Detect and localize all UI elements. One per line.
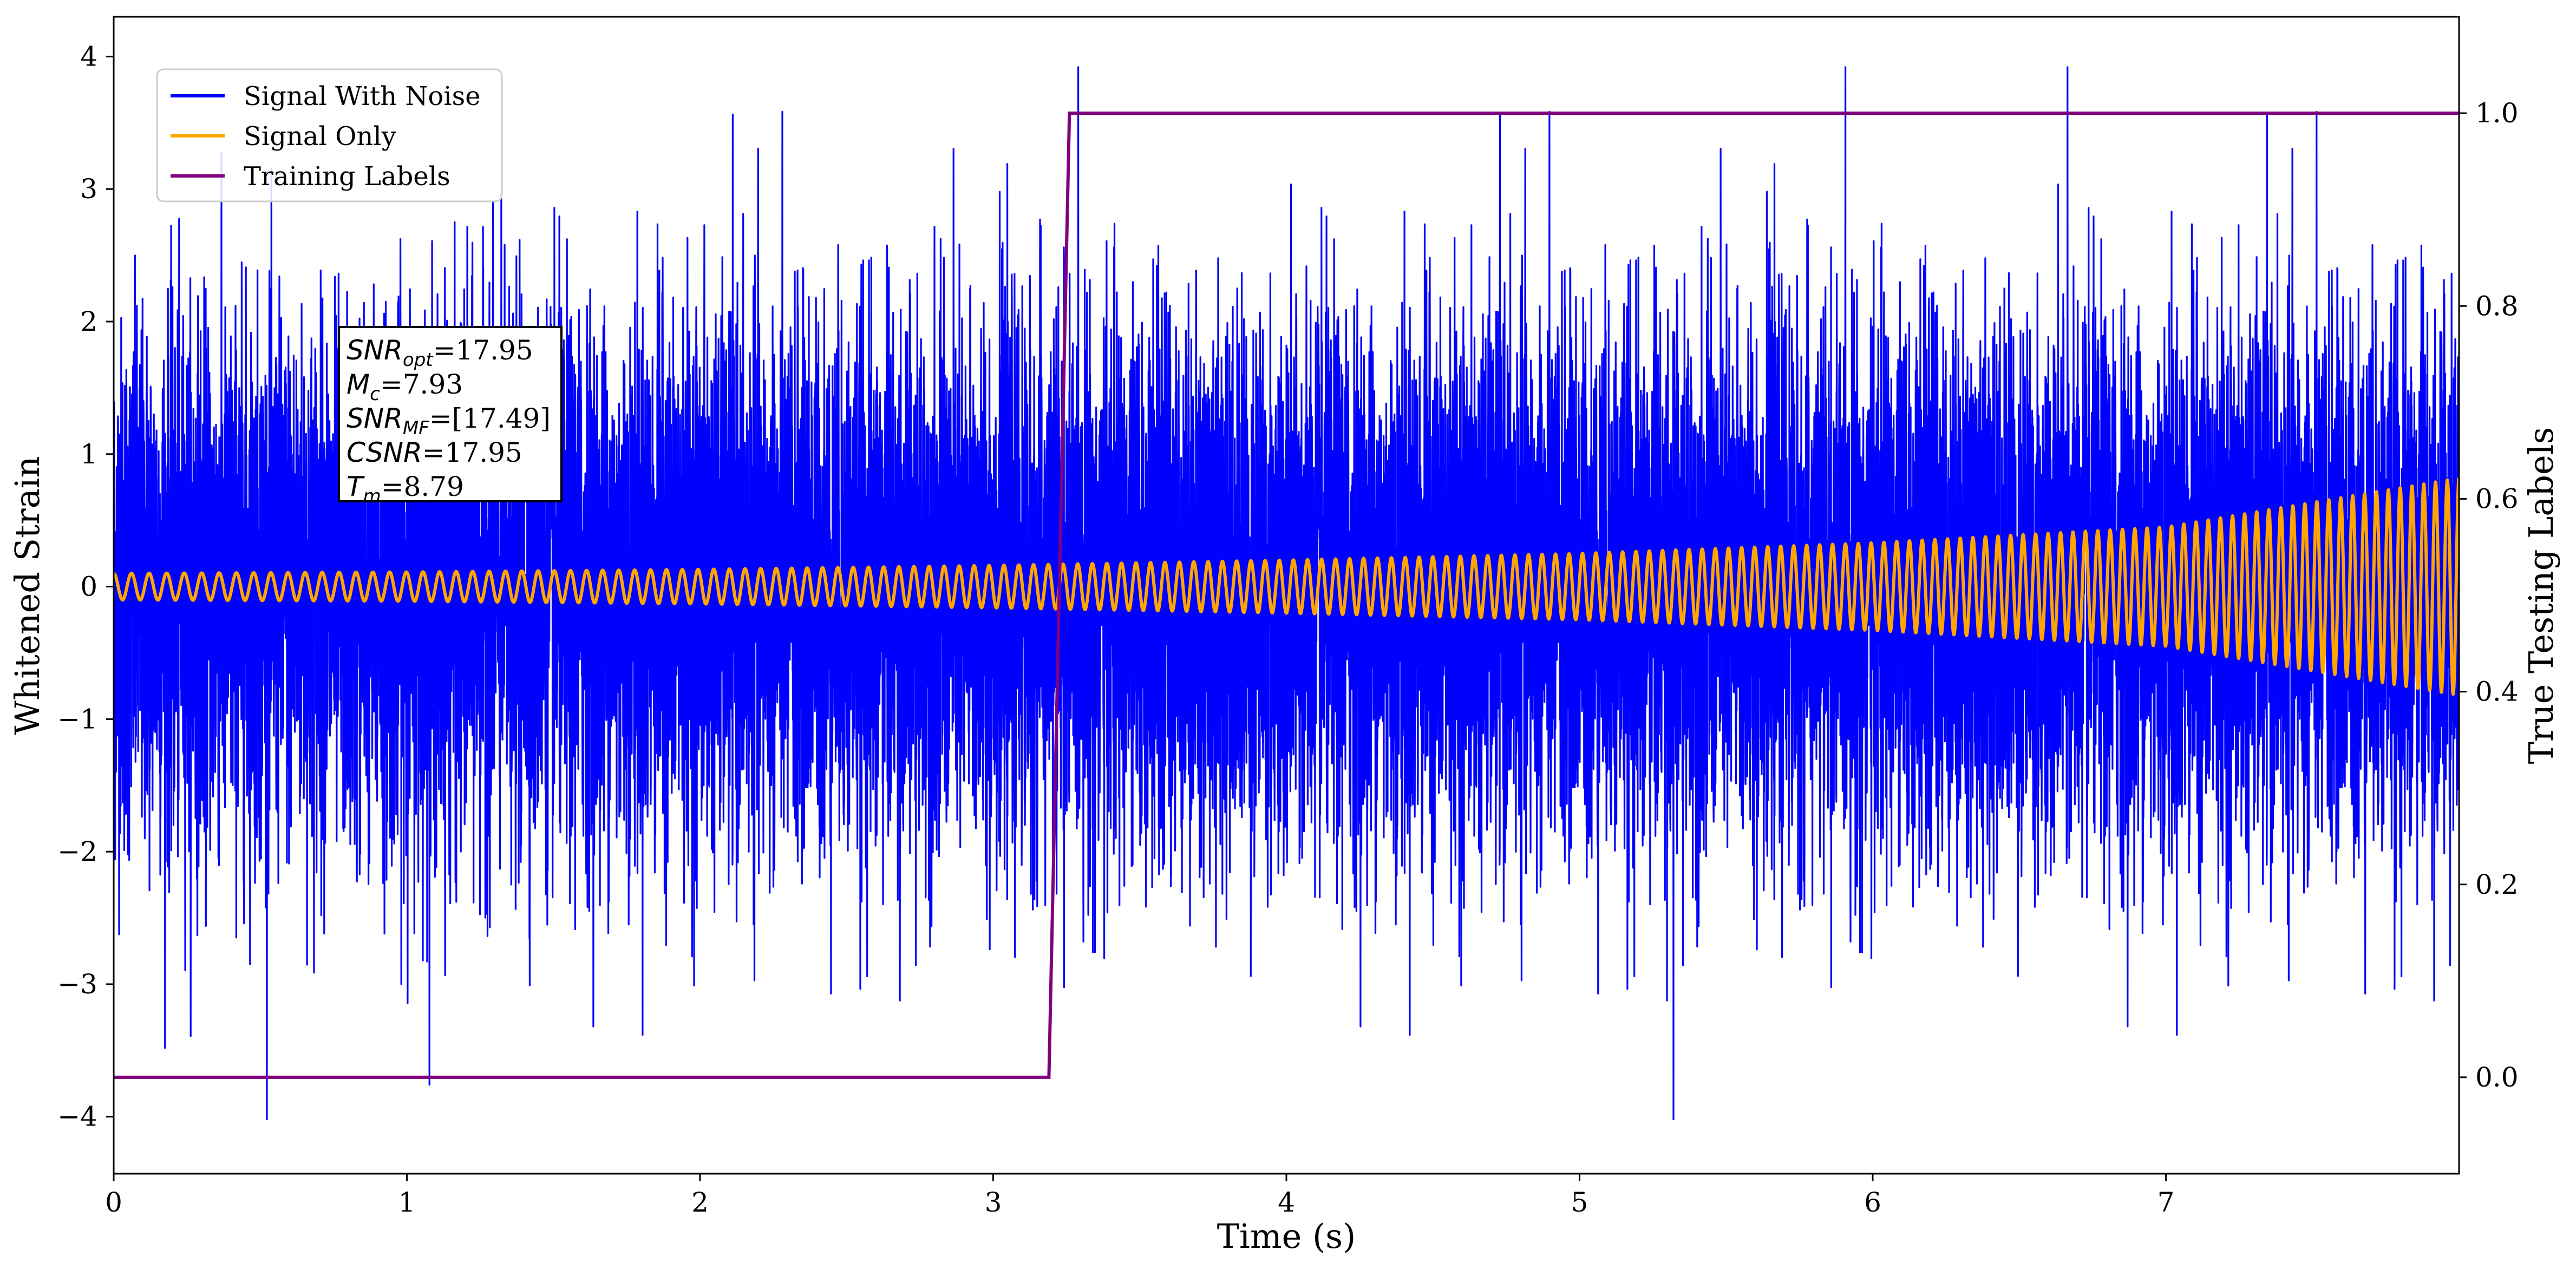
snr-annotation-box: SNRopt=17.95Mc=7.93SNRMF=[17.49]CSNR=17.… xyxy=(338,326,563,507)
axes-layer: 0 1 2 3 4 5 6 7 −4 −3 −2 −1 0 1 2 3 4 0.0 0.2 0.4 0.6 0.8 1.0 xyxy=(57,41,2518,1218)
annotation-line: Tm=8.79 xyxy=(346,471,464,507)
series-line-training-labels xyxy=(114,112,2459,1079)
y2-tick-label: 1.0 xyxy=(2475,97,2519,129)
legend-label-signal-only: Signal Only xyxy=(244,121,396,152)
x-tick-label: 6 xyxy=(1864,1187,1881,1218)
x-axis-label: Time (s) xyxy=(1217,1216,1356,1256)
legend: Signal With Noise Signal Only Training L… xyxy=(156,68,503,202)
x-tick-label: 7 xyxy=(2157,1187,2175,1218)
y2-tick-label: 0.0 xyxy=(2475,1062,2519,1093)
x-tick-label: 1 xyxy=(398,1187,416,1218)
y2-tick-label: 0.4 xyxy=(2475,676,2519,708)
y-tick-label: −3 xyxy=(57,969,97,1000)
legend-box xyxy=(156,68,503,202)
y-tick-label: −4 xyxy=(57,1101,97,1133)
annotation-line: SNRMF=[17.49] xyxy=(346,403,551,439)
y-tick-label: 4 xyxy=(80,41,97,72)
annotation-line: CSNR=17.95 xyxy=(346,437,522,468)
y-tick-label: 2 xyxy=(80,306,97,337)
y-tick-label: 0 xyxy=(80,571,97,603)
y2-tick-label: 0.6 xyxy=(2475,483,2519,514)
x-tick-label: 5 xyxy=(1571,1187,1588,1218)
y2-tick-label: 0.2 xyxy=(2475,869,2519,900)
x-tick-label: 3 xyxy=(985,1187,1002,1218)
annotation-line: Mc=7.93 xyxy=(346,369,463,405)
y-axis-label: Whitened Strain xyxy=(8,456,47,735)
annotation-line: SNRopt=17.95 xyxy=(346,335,533,371)
y-tick-label: 3 xyxy=(80,173,97,205)
annotation-frame xyxy=(338,326,563,502)
label-series-layer xyxy=(114,112,2459,1079)
signal-series-layer xyxy=(114,477,2459,696)
y-tick-label: −2 xyxy=(57,836,97,867)
y2-tick-label: 0.8 xyxy=(2475,290,2519,322)
legend-label-signal-with-noise: Signal With Noise xyxy=(244,81,481,112)
x-tick-label: 4 xyxy=(1278,1187,1295,1218)
legend-label-training-labels: Training Labels xyxy=(244,161,450,192)
series-line-signal-only xyxy=(114,477,2459,696)
y2-axis-label: True Testing Labels xyxy=(2521,427,2561,764)
x-tick-label: 2 xyxy=(691,1187,709,1218)
x-tick-label: 0 xyxy=(105,1187,122,1218)
y-tick-label: −1 xyxy=(57,703,97,735)
y-tick-label: 1 xyxy=(80,439,97,470)
